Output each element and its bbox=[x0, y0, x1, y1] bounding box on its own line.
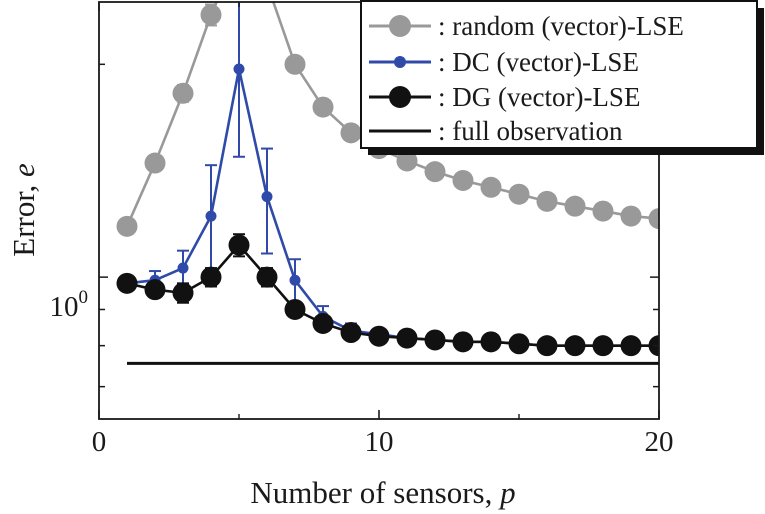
data-point-random bbox=[424, 161, 446, 183]
data-point-dc bbox=[233, 63, 245, 75]
data-point-dg bbox=[116, 272, 138, 294]
x-axis-label-var: p bbox=[498, 475, 516, 510]
data-point-random bbox=[452, 169, 474, 191]
data-point-random bbox=[200, 4, 222, 26]
data-point-dg bbox=[312, 312, 334, 334]
data-point-random bbox=[508, 183, 530, 205]
legend-marker-dc bbox=[394, 56, 406, 68]
data-point-dg bbox=[480, 331, 502, 353]
data-point-dg bbox=[536, 335, 558, 357]
data-point-random bbox=[564, 195, 586, 217]
data-point-random bbox=[648, 208, 659, 230]
series-dg bbox=[116, 233, 659, 357]
data-point-random bbox=[620, 205, 642, 227]
data-point-random bbox=[172, 82, 194, 104]
data-point-random bbox=[536, 190, 558, 212]
series-line-dg bbox=[126, 243, 659, 347]
x-tick-label-0: 0 bbox=[92, 426, 107, 458]
y-axis-label: Error, e bbox=[6, 163, 41, 257]
data-point-dg bbox=[228, 234, 250, 256]
data-point-random bbox=[116, 215, 138, 237]
data-point-dg bbox=[508, 333, 530, 355]
y-axis-label-var: e bbox=[6, 163, 41, 177]
data-point-dg bbox=[620, 335, 642, 357]
data-point-dg bbox=[172, 282, 194, 304]
legend-marker-dg bbox=[389, 86, 411, 108]
data-point-dg bbox=[452, 331, 474, 353]
data-point-dg bbox=[368, 325, 390, 347]
data-point-dg bbox=[284, 298, 306, 320]
legend-label-random: : random (vector)-LSE bbox=[438, 11, 684, 41]
data-point-random bbox=[480, 176, 502, 198]
data-point-random bbox=[144, 152, 166, 174]
data-point-dc bbox=[261, 191, 273, 203]
legend-label-dg: : DG (vector)-LSE bbox=[438, 82, 640, 112]
x-axis-label: Number of sensors, p bbox=[250, 475, 515, 510]
y-axis-label-text: Error, bbox=[6, 177, 41, 257]
data-point-dg bbox=[256, 266, 278, 288]
x-axis-label-text: Number of sensors, bbox=[250, 475, 500, 510]
data-point-random bbox=[340, 122, 362, 144]
data-point-random bbox=[396, 150, 418, 172]
data-point-dc bbox=[289, 274, 301, 286]
data-point-random bbox=[284, 53, 306, 75]
legend-label-full: : full observation bbox=[438, 116, 623, 146]
data-point-dg bbox=[396, 327, 418, 349]
data-point-dg bbox=[144, 279, 166, 301]
y-tick-label: 100 bbox=[50, 287, 89, 323]
data-point-random bbox=[592, 200, 614, 222]
y-tick-exponent: 0 bbox=[79, 287, 89, 308]
data-point-random bbox=[312, 96, 334, 118]
data-point-dg bbox=[200, 266, 222, 288]
legend-marker-random bbox=[389, 15, 411, 37]
y-tick-base: 10 bbox=[50, 291, 79, 323]
data-point-dc bbox=[177, 262, 189, 274]
legend-label-dc: : DC (vector)-LSE bbox=[438, 47, 639, 77]
legend: : random (vector)-LSE : DC (vector)-LSE … bbox=[360, 0, 764, 155]
x-tick-label-20: 20 bbox=[645, 426, 674, 458]
data-point-dg bbox=[592, 335, 614, 357]
data-point-dc bbox=[205, 210, 217, 222]
data-point-dg bbox=[424, 329, 446, 351]
x-tick-label-10: 10 bbox=[365, 426, 394, 458]
data-point-dg bbox=[340, 322, 362, 344]
data-point-dg bbox=[564, 335, 586, 357]
